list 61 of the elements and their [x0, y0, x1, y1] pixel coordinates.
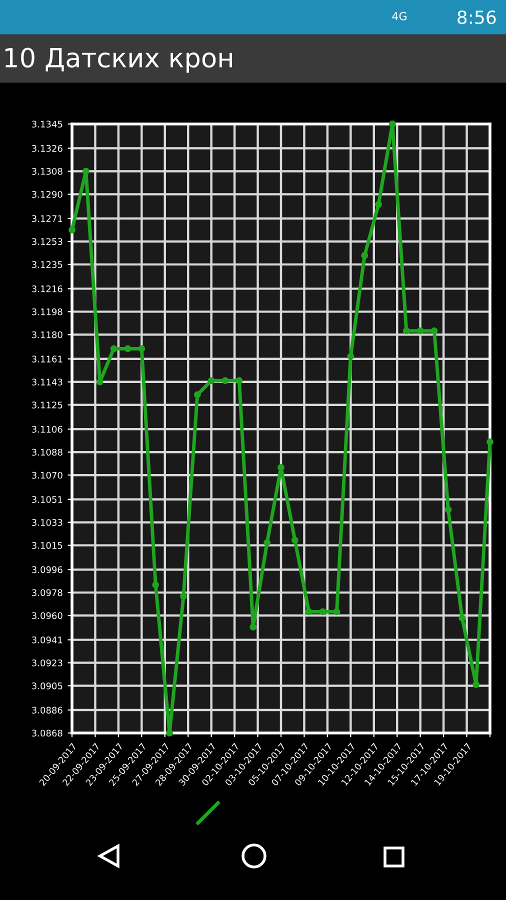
point: [486, 438, 494, 446]
chart-title: 10 Датских крон: [5, 48, 232, 73]
point: [96, 378, 104, 386]
point: [416, 327, 424, 334]
point: [110, 345, 118, 352]
point: [305, 608, 312, 616]
y-tick-label: 3.0941: [32, 636, 62, 644]
point: [138, 345, 146, 352]
point: [124, 345, 132, 352]
y-tick-label: 3.1290: [32, 190, 62, 198]
point: [152, 581, 160, 588]
point: [194, 391, 201, 398]
point: [472, 681, 480, 688]
y-tick-label: 3.1033: [32, 519, 62, 526]
point: [388, 120, 396, 128]
y-tick-label: 3.0923: [32, 660, 62, 666]
y-tick-label: 3.1271: [32, 215, 62, 222]
y-tick-label: 3.1253: [32, 238, 62, 246]
y-tick-label: 3.1216: [32, 285, 62, 292]
y-tick-label: 3.1180: [32, 331, 62, 338]
point: [250, 624, 257, 631]
y-tick-label: 3.1308: [32, 168, 62, 175]
point: [319, 608, 326, 616]
point: [375, 200, 382, 208]
point: [264, 539, 271, 546]
point: [291, 536, 298, 544]
y-tick-label: 3.1326: [32, 144, 62, 152]
point: [333, 608, 340, 616]
point: [402, 327, 410, 334]
point: [236, 377, 243, 384]
y-tick-label: 3.0905: [32, 682, 62, 690]
point: [361, 252, 368, 259]
point: [166, 730, 174, 736]
y-tick-label: 3.1070: [32, 472, 62, 479]
point: [180, 592, 187, 600]
y-tick-label: 3.0960: [32, 612, 62, 620]
point: [458, 614, 466, 622]
y-tick-label: 3.1161: [32, 356, 62, 362]
y-tick-label: 3.1198: [32, 308, 62, 316]
y-tick-label: 3.1015: [32, 542, 62, 549]
point: [278, 464, 284, 471]
y-tick-label: 3.1143: [32, 378, 62, 386]
y-tick-label: 3.1345: [32, 120, 62, 128]
text: 8:56: [458, 10, 496, 24]
y-tick-label: 3.0868: [32, 730, 62, 737]
y-tick-label: 3.1106: [32, 426, 62, 433]
text: 4G: [392, 12, 406, 20]
y-tick-label: 3.1051: [32, 496, 62, 503]
point: [347, 352, 354, 360]
point: [82, 168, 90, 175]
y-tick-label: 3.1125: [32, 402, 62, 408]
y-tick-label: 3.1088: [32, 448, 62, 456]
point: [222, 377, 229, 384]
y-tick-label: 3.0978: [32, 589, 62, 596]
point: [444, 506, 452, 514]
point: [68, 226, 76, 234]
point: [208, 377, 215, 384]
y-tick-label: 3.0996: [32, 566, 62, 574]
y-tick-label: 3.0886: [32, 706, 62, 714]
point: [430, 327, 438, 334]
y-tick-label: 3.1235: [32, 261, 62, 268]
